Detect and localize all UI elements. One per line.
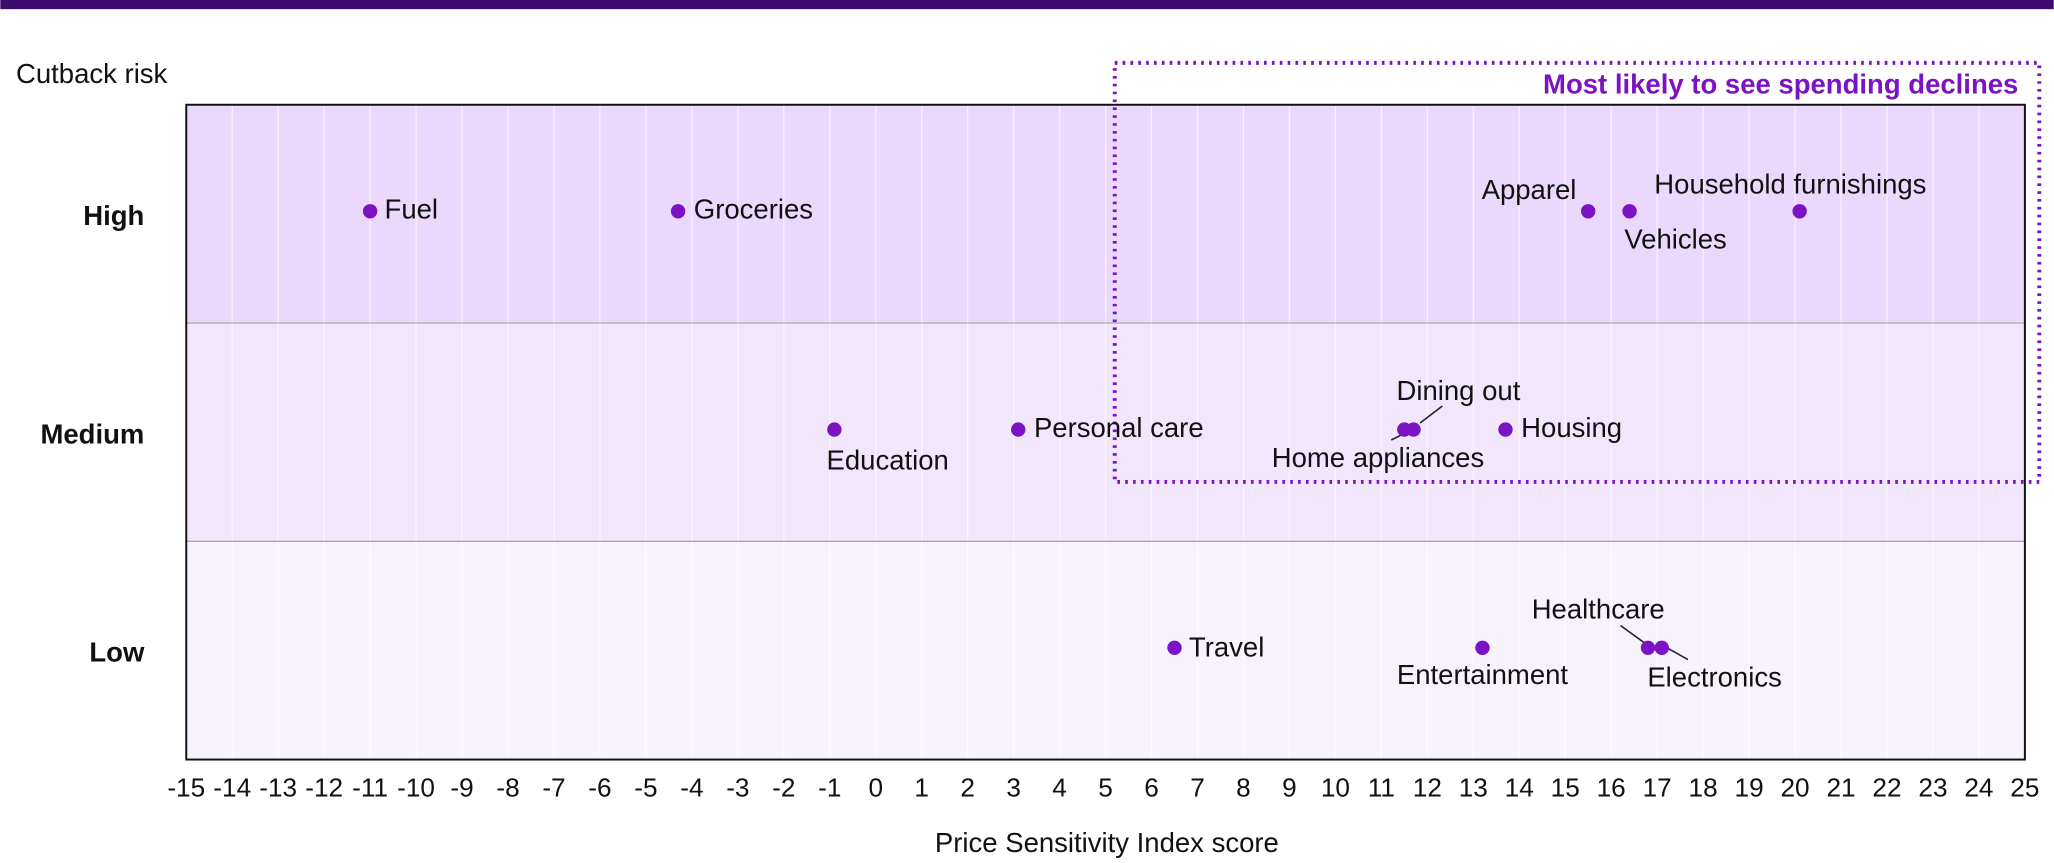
point-label: Household furnishings: [1654, 169, 1926, 200]
point: [1640, 640, 1656, 655]
point: [1622, 204, 1637, 219]
point-label: Housing: [1521, 412, 1622, 443]
x-tick-label: -9: [450, 773, 473, 803]
x-tick-label: -3: [726, 773, 749, 803]
point-label: Vehicles: [1624, 224, 1726, 255]
point: [1397, 422, 1412, 437]
x-tick-label: 11: [1368, 773, 1395, 803]
y-category-label: Low: [89, 637, 145, 668]
point: [362, 204, 378, 219]
y-category-label: High: [83, 200, 144, 231]
point-label: Home appliances: [1272, 442, 1484, 473]
point-label: Education: [827, 445, 949, 476]
point-label: Fuel: [385, 194, 439, 225]
top-bar: [0, 0, 2054, 10]
x-tick-label: 16: [1597, 773, 1626, 803]
x-tick-label: 14: [1505, 773, 1534, 803]
highlight-box: [1112, 60, 2042, 484]
x-tick-label: -7: [542, 773, 565, 803]
leader-line: [1666, 647, 1689, 661]
x-tick-label: -1: [818, 773, 841, 803]
point-label: Travel: [1189, 631, 1264, 662]
point: [1792, 204, 1807, 219]
point-label: Entertainment: [1397, 659, 1569, 690]
x-tick-label: -13: [259, 773, 297, 803]
plot-frame: [185, 103, 2026, 761]
point-label: Healthcare: [1532, 593, 1665, 624]
x-tick-label: -11: [352, 773, 388, 803]
x-tick-label: -6: [588, 773, 611, 803]
point: [827, 422, 842, 437]
x-tick-label: 0: [868, 773, 883, 803]
point: [1498, 422, 1513, 437]
leader-line: [1620, 624, 1645, 644]
x-tick-label: -2: [772, 773, 795, 803]
x-tick-label: 20: [1780, 773, 1809, 803]
point-label: Electronics: [1647, 661, 1782, 692]
point: [1475, 640, 1490, 655]
point: [1654, 640, 1669, 655]
x-tick-label: 18: [1689, 773, 1718, 803]
x-tick-label: 2: [960, 773, 975, 803]
x-tick-label: 24: [1964, 773, 1993, 803]
x-tick-label: -8: [496, 773, 519, 803]
x-tick-label: 1: [914, 773, 929, 803]
point-label: Dining out: [1397, 375, 1521, 406]
point-label: Groceries: [694, 194, 813, 225]
x-tick-label: -15: [167, 773, 205, 803]
chart-title: Cutback risk: [16, 58, 168, 89]
x-tick-label: -4: [680, 773, 703, 803]
x-tick-label: -10: [397, 773, 435, 803]
x-tick-label: 25: [2010, 773, 2039, 803]
x-tick-label: -5: [634, 773, 657, 803]
x-axis-label: Price Sensitivity Index score: [935, 827, 1279, 858]
x-tick-label: 8: [1236, 773, 1251, 803]
x-tick-label: 5: [1098, 773, 1113, 803]
x-tick-label: 22: [1872, 773, 1901, 803]
x-tick-label: -12: [305, 773, 343, 803]
leader-line: [1419, 405, 1443, 424]
highlight-annotation: Most likely to see spending declines: [1543, 69, 2018, 100]
x-tick-label: -14: [213, 773, 251, 803]
x-tick-label: 19: [1735, 773, 1764, 803]
x-tick-label: 9: [1282, 773, 1297, 803]
x-tick-label: 6: [1144, 773, 1159, 803]
x-tick-label: 10: [1321, 773, 1350, 803]
x-tick-label: 13: [1459, 773, 1488, 803]
x-tick-label: 7: [1190, 773, 1205, 803]
x-tick-label: 17: [1643, 773, 1672, 803]
x-tick-label: 23: [1918, 773, 1947, 803]
x-tick-label: 21: [1826, 773, 1855, 803]
x-tick-label: 12: [1413, 773, 1442, 803]
x-tick-label: 3: [1006, 773, 1021, 803]
point: [1011, 422, 1026, 437]
point-label: Personal care: [1034, 412, 1204, 443]
point: [1167, 640, 1182, 655]
point-label: Apparel: [1482, 174, 1577, 205]
x-tick-label: 15: [1551, 773, 1580, 803]
leader-line: [1390, 434, 1403, 441]
point: [670, 204, 686, 219]
x-tick-label: 4: [1052, 773, 1067, 803]
y-category-label: Medium: [40, 418, 144, 449]
point: [1581, 204, 1596, 219]
